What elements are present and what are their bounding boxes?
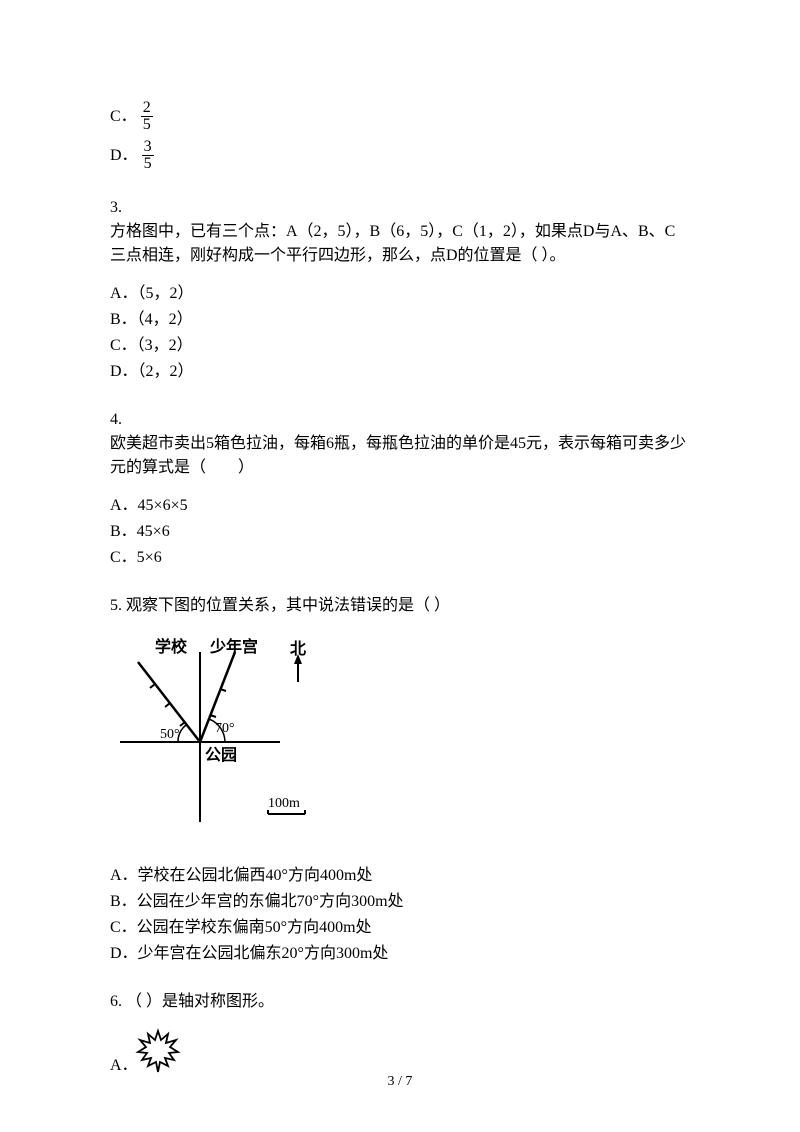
tick — [150, 684, 155, 688]
fraction-2-5: 2 5 — [141, 100, 153, 133]
q3-option-a: A．（5，2） — [110, 282, 690, 306]
leaf-path — [138, 1031, 178, 1072]
q3-option-c: C．（3，2） — [110, 334, 690, 358]
q4-option-b: B．45×6 — [110, 520, 690, 544]
q5-option-c: C．公园在学校东偏南50°方向400m处 — [110, 916, 690, 940]
page-footer: 3 / 7 — [0, 1071, 800, 1092]
q4-text: 欧美超市卖出5箱色拉油，每箱6瓶，每瓶色拉油的单价是45元，表示每箱可卖多少元的… — [110, 435, 686, 476]
option-c-fraction: C． 2 5 — [110, 100, 690, 133]
park-label: 公园 — [205, 746, 237, 764]
question-4-body: 4. 欧美超市卖出5箱色拉油，每箱6瓶，每瓶色拉油的单价是45元，表示每箱可卖多… — [110, 408, 690, 480]
option-d-letter: D． — [110, 144, 138, 168]
palace-label: 少年宫 — [209, 637, 258, 656]
q3-text: 方格图中，已有三个点：A（2，5），B（6，5），C（1，2），如果点D与A、B… — [110, 223, 675, 264]
q5-option-a: A．学校在公园北偏西40°方向400m处 — [110, 864, 690, 888]
question-6-body: 6. （ ）是轴对称图形。 — [110, 990, 690, 1014]
q5-options: A．学校在公园北偏西40°方向400m处 B．公园在少年宫的东偏北70°方向30… — [110, 864, 690, 966]
q4-options: A．45×6×5 B．45×6 C．5×6 — [110, 494, 690, 570]
denominator: 5 — [141, 117, 153, 133]
maple-leaf-icon — [134, 1028, 182, 1076]
q5-option-b: B．公园在少年宫的东偏北70°方向300m处 — [110, 890, 690, 914]
question-3-body: 3. 方格图中，已有三个点：A（2，5），B（6，5），C（1，2），如果点D与… — [110, 196, 690, 268]
numerator: 2 — [141, 100, 153, 117]
tick — [180, 722, 185, 726]
question-5-body: 5. 观察下图的位置关系，其中说法错误的是（ ） — [110, 594, 690, 618]
option-c-letter: C． — [110, 105, 137, 129]
angle-50-label: 50° — [160, 727, 180, 742]
q4-option-a: A．45×6×5 — [110, 494, 690, 518]
q3-option-d: D．（2，2） — [110, 360, 690, 384]
q3-options: A．（5，2） B．（4，2） C．（3，2） D．（2，2） — [110, 282, 690, 384]
question-4: 4. 欧美超市卖出5箱色拉油，每箱6瓶，每瓶色拉油的单价是45元，表示每箱可卖多… — [110, 408, 690, 570]
scale-label: 100m — [268, 796, 300, 811]
q5-option-d: D．少年宫在公园北偏东20°方向300m处 — [110, 942, 690, 966]
q3-option-b: B．（4，2） — [110, 308, 690, 332]
angle-70-label: 70° — [215, 721, 235, 736]
numerator: 3 — [142, 139, 154, 156]
fraction-3-5: 3 5 — [142, 139, 154, 172]
q6-text: （ ）是轴对称图形。 — [126, 993, 274, 1010]
denominator: 5 — [142, 156, 154, 172]
tick — [165, 703, 170, 707]
question-5: 5. 观察下图的位置关系，其中说法错误的是（ ） 学校 少年宫 北 — [110, 594, 690, 966]
q5-figure: 学校 少年宫 北 50° 70° 公园 100m — [110, 632, 690, 850]
q6-number: 6. — [110, 993, 122, 1010]
q4-option-c: C．5×6 — [110, 546, 690, 570]
school-label: 学校 — [155, 637, 188, 656]
question-6: 6. （ ）是轴对称图形。 A． — [110, 990, 690, 1078]
q5-text: 观察下图的位置关系，其中说法错误的是（ ） — [126, 597, 450, 614]
q4-number: 4. — [110, 411, 122, 428]
q5-number: 5. — [110, 597, 122, 614]
option-d-fraction: D． 3 5 — [110, 139, 690, 172]
question-3: 3. 方格图中，已有三个点：A（2，5），B（6，5），C（1，2），如果点D与… — [110, 196, 690, 384]
direction-diagram: 学校 少年宫 北 50° 70° 公园 100m — [110, 632, 340, 842]
q3-number: 3. — [110, 199, 122, 216]
